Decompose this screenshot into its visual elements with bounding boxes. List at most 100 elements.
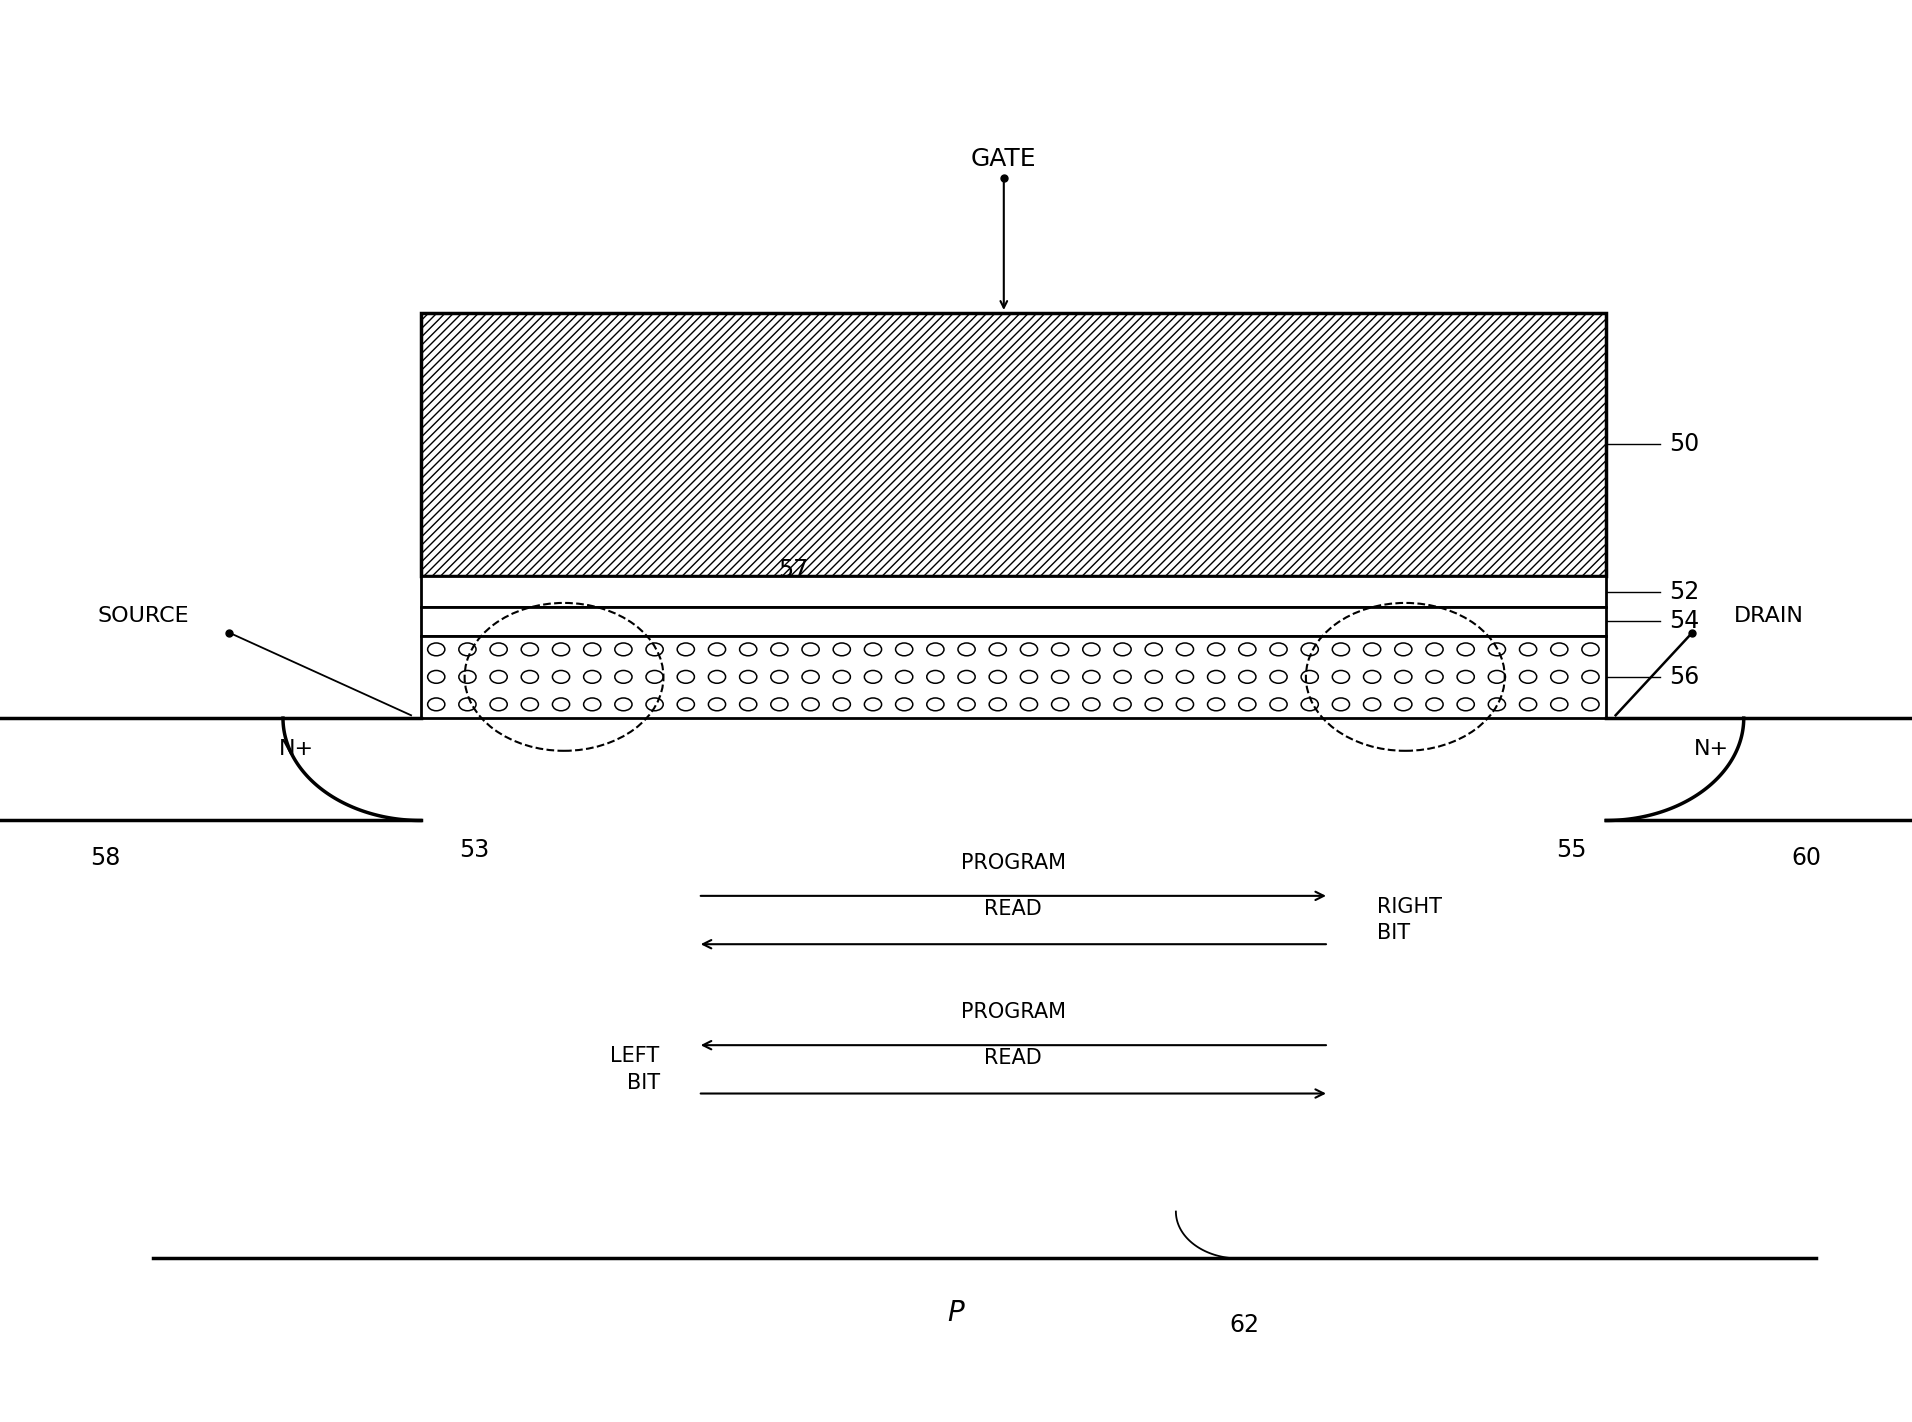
Circle shape xyxy=(707,671,727,684)
Circle shape xyxy=(1176,698,1193,711)
Circle shape xyxy=(646,671,663,684)
Text: 50: 50 xyxy=(1669,432,1700,456)
Circle shape xyxy=(1333,671,1350,684)
Circle shape xyxy=(927,671,945,684)
Circle shape xyxy=(583,671,600,684)
Circle shape xyxy=(616,671,633,684)
Text: READ: READ xyxy=(985,1048,1042,1068)
Circle shape xyxy=(1145,643,1162,656)
Circle shape xyxy=(1270,643,1287,656)
Text: 58: 58 xyxy=(90,846,120,870)
Circle shape xyxy=(801,643,818,656)
Circle shape xyxy=(1176,671,1193,684)
Circle shape xyxy=(1115,671,1132,684)
Circle shape xyxy=(1021,643,1038,656)
Circle shape xyxy=(958,698,975,711)
Text: 55: 55 xyxy=(1556,838,1587,862)
Circle shape xyxy=(1426,643,1444,656)
Circle shape xyxy=(522,643,539,656)
Circle shape xyxy=(616,643,633,656)
Circle shape xyxy=(1394,698,1411,711)
Circle shape xyxy=(1208,698,1226,711)
Circle shape xyxy=(1115,698,1132,711)
Circle shape xyxy=(864,671,881,684)
Circle shape xyxy=(1488,671,1505,684)
Circle shape xyxy=(677,698,694,711)
Circle shape xyxy=(1363,643,1380,656)
Circle shape xyxy=(1551,671,1568,684)
Circle shape xyxy=(989,698,1006,711)
Circle shape xyxy=(1394,643,1411,656)
Circle shape xyxy=(1021,671,1038,684)
Circle shape xyxy=(1176,643,1193,656)
Circle shape xyxy=(646,698,663,711)
Text: GATE: GATE xyxy=(971,146,1036,171)
Circle shape xyxy=(1457,671,1474,684)
Circle shape xyxy=(834,643,851,656)
Circle shape xyxy=(740,671,757,684)
Circle shape xyxy=(958,643,975,656)
Circle shape xyxy=(1551,643,1568,656)
Circle shape xyxy=(1581,643,1598,656)
Circle shape xyxy=(1208,643,1226,656)
Circle shape xyxy=(771,643,788,656)
Circle shape xyxy=(1145,671,1162,684)
Circle shape xyxy=(1239,698,1256,711)
Circle shape xyxy=(489,698,507,711)
Circle shape xyxy=(583,698,600,711)
Bar xyxy=(421,576,1606,607)
Circle shape xyxy=(1394,671,1411,684)
Text: SOURCE: SOURCE xyxy=(98,606,189,626)
Circle shape xyxy=(489,643,507,656)
Circle shape xyxy=(677,643,694,656)
Circle shape xyxy=(958,671,975,684)
Circle shape xyxy=(616,698,633,711)
Circle shape xyxy=(864,698,881,711)
Circle shape xyxy=(740,643,757,656)
Text: RIGHT
BIT: RIGHT BIT xyxy=(1377,897,1442,943)
Circle shape xyxy=(1239,643,1256,656)
Circle shape xyxy=(1363,671,1380,684)
Circle shape xyxy=(1082,698,1099,711)
Circle shape xyxy=(801,671,818,684)
Circle shape xyxy=(1333,698,1350,711)
Circle shape xyxy=(895,671,912,684)
Bar xyxy=(421,313,1606,576)
Circle shape xyxy=(428,671,445,684)
Circle shape xyxy=(1520,643,1537,656)
Text: 52: 52 xyxy=(1669,580,1700,603)
Text: 57: 57 xyxy=(778,557,809,582)
Circle shape xyxy=(927,698,945,711)
Circle shape xyxy=(522,671,539,684)
Circle shape xyxy=(1520,698,1537,711)
Circle shape xyxy=(1488,698,1505,711)
Text: N+: N+ xyxy=(1694,739,1728,759)
Bar xyxy=(421,607,1606,636)
Circle shape xyxy=(553,698,570,711)
Circle shape xyxy=(895,643,912,656)
Circle shape xyxy=(1581,698,1598,711)
Circle shape xyxy=(989,671,1006,684)
Circle shape xyxy=(1239,671,1256,684)
Text: N+: N+ xyxy=(279,739,314,759)
Circle shape xyxy=(1052,698,1069,711)
Circle shape xyxy=(1363,698,1380,711)
Circle shape xyxy=(771,698,788,711)
Circle shape xyxy=(1145,698,1162,711)
Circle shape xyxy=(771,671,788,684)
Circle shape xyxy=(707,698,727,711)
Circle shape xyxy=(895,698,912,711)
Circle shape xyxy=(1082,671,1099,684)
Circle shape xyxy=(489,671,507,684)
Circle shape xyxy=(1052,643,1069,656)
Circle shape xyxy=(801,698,818,711)
Text: READ: READ xyxy=(985,899,1042,919)
Text: 54: 54 xyxy=(1669,610,1700,633)
Circle shape xyxy=(553,643,570,656)
Circle shape xyxy=(1457,643,1474,656)
Circle shape xyxy=(1270,671,1287,684)
Circle shape xyxy=(646,643,663,656)
Text: 53: 53 xyxy=(459,838,489,862)
Circle shape xyxy=(522,698,539,711)
Circle shape xyxy=(989,643,1006,656)
